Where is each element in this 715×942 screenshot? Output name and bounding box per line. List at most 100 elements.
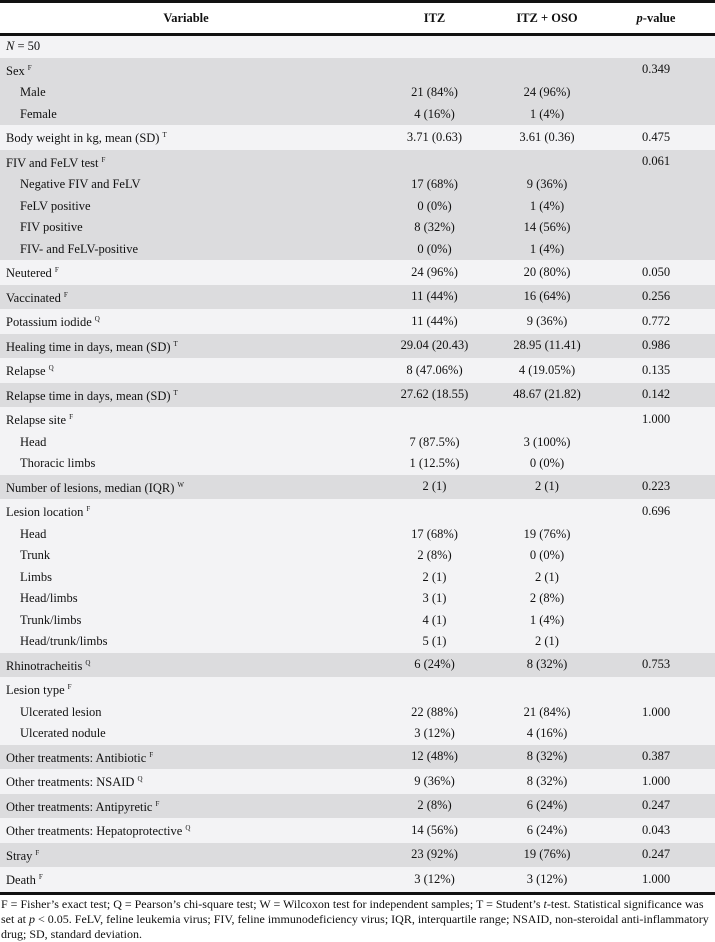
itz-cell: 24 (96%) — [411, 264, 458, 279]
test-superscript: F — [27, 63, 32, 72]
test-superscript: T — [173, 339, 178, 348]
variable-cell: Relapse site F — [0, 407, 372, 432]
p-value-cell — [597, 432, 715, 454]
p-value-cell — [597, 723, 715, 745]
table-row: Other treatments: Antibiotic F 12 (48%) 8 (… — [0, 744, 715, 770]
p-value-cell: 1.000 — [641, 411, 671, 426]
table-row: Limbs 2 (1) 2 (1) — [0, 566, 715, 589]
p-value-cell — [597, 174, 715, 196]
itz-oso-cell: 8 (32%) — [526, 773, 568, 788]
table-row: Head 17 (68%) 19 (76%) — [0, 523, 715, 546]
itz-oso-cell: 1 (4%) — [529, 612, 565, 627]
table-row: Female 4 (16%) 1 (4%) — [0, 103, 715, 126]
test-superscript: W — [177, 480, 184, 489]
itz-oso-cell: 3.61 (0.36) — [519, 129, 575, 144]
itz-cell: 3.71 (0.63) — [406, 129, 463, 144]
p-value-cell — [597, 82, 715, 104]
test-superscript: F — [38, 873, 43, 881]
itz-cell: 1 (12.5%) — [409, 456, 460, 470]
variable-label: Vaccinated — [6, 290, 61, 305]
p-value-cell — [597, 524, 715, 546]
itz-cell — [372, 677, 497, 702]
variable-cell: Relapse time in days, mean (SD) T — [0, 383, 372, 408]
itz-cell — [372, 150, 497, 175]
variable-cell: Other treatments: Antibiotic F — [0, 745, 372, 770]
variable-label: Trunk — [20, 548, 51, 562]
itz-cell: 0 (0%) — [417, 241, 452, 256]
itz-oso-cell: 2 (8%) — [529, 591, 565, 605]
itz-oso-cell: 28.95 (11.41) — [513, 338, 581, 352]
table-row: Male 21 (84%) 24 (96%) — [0, 82, 715, 104]
table-row: Negative FIV and FeLV 17 (68%) 9 (36%) — [0, 174, 715, 196]
itz-cell: 3 (12%) — [414, 726, 455, 740]
p-value-cell: 0.223 — [641, 479, 671, 493]
itz-oso-cell: 1 (4%) — [529, 241, 565, 256]
table-row: Lesion type F — [0, 677, 715, 702]
table-footnote: F = Fisher’s exact test; Q = Pearson’s c… — [0, 895, 715, 942]
itz-oso-cell: 1 (4%) — [529, 198, 565, 213]
itz-cell: 14 (56%) — [411, 822, 458, 837]
itz-cell: 2 (8%) — [417, 548, 452, 562]
variable-label: Negative FIV and FeLV — [20, 177, 141, 191]
variable-label: Head — [20, 526, 47, 541]
itz-cell: 2 (1) — [422, 569, 447, 584]
test-superscript: T — [162, 131, 167, 139]
table-row: Trunk 2 (8%) 0 (0%) — [0, 545, 715, 567]
variable-cell: Ulcerated lesion — [0, 702, 372, 724]
p-value-cell: 0.247 — [641, 798, 671, 812]
variable-label: Other treatments: Antipyretic — [6, 799, 153, 814]
test-superscript: F — [54, 266, 59, 274]
variable-cell: Sex F — [0, 58, 372, 83]
p-value-cell — [597, 567, 715, 589]
p-value-cell: 0.772 — [641, 313, 671, 328]
table-row: Sex F 0.349 — [0, 57, 715, 83]
variable-label: Healing time in days, mean (SD) — [6, 339, 171, 354]
itz-oso-cell: 0 (0%) — [529, 456, 565, 470]
variable-label: Female — [20, 106, 57, 121]
n-row: N = 50 — [0, 34, 715, 58]
variable-cell: Potassium iodide Q — [0, 309, 372, 334]
itz-cell: 2 (8%) — [417, 798, 452, 812]
itz-cell: 11 (44%) — [411, 313, 458, 328]
itz-cell: 4 (16%) — [414, 106, 455, 121]
table-row: Number of lesions, median (IQR) W 2 (1) 2 (… — [0, 474, 715, 500]
header-itz-oso: ITZ + OSO — [516, 10, 578, 25]
variable-cell: Male — [0, 82, 372, 104]
variable-label: Death — [6, 873, 36, 887]
variable-label: Other treatments: Antibiotic — [6, 750, 147, 765]
p-value-cell — [597, 631, 715, 653]
variable-cell: Vaccinated F — [0, 285, 372, 310]
variable-cell: FIV- and FeLV-positive — [0, 239, 372, 261]
p-value-cell: 0.043 — [641, 822, 671, 837]
variable-label: Other treatments: NSAID — [6, 775, 135, 789]
itz-oso-cell: 8 (32%) — [526, 749, 568, 763]
test-superscript: F — [35, 848, 40, 857]
table-row: Healing time in days, mean (SD) T 29.04 (2… — [0, 333, 715, 358]
variable-label: Potassium iodide — [6, 315, 92, 329]
variable-cell: Number of lesions, median (IQR) W — [0, 475, 372, 500]
table-row: Other treatments: Antipyretic F 2 (8%) 6 (2… — [0, 793, 715, 818]
n-italic: N — [6, 39, 15, 53]
variable-cell: FIV and FeLV test F — [0, 150, 372, 175]
itz-cell: 11 (44%) — [411, 289, 458, 303]
table-row: Relapse site F 1.000 — [0, 407, 715, 432]
test-superscript: Q — [94, 315, 100, 323]
itz-cell: 6 (24%) — [414, 657, 455, 671]
variable-cell: Female — [0, 104, 372, 126]
fn-a: F = Fisher’s exact test; Q = Pearson’s c… — [1, 896, 544, 911]
variable-label: Head — [20, 434, 47, 449]
p-value-cell: 0.986 — [641, 338, 671, 352]
results-table: Variable ITZ ITZ + OSO p-value N = 50 Se… — [0, 1, 715, 893]
table-row: Neutered F 24 (96%) 20 (80%) 0.050 — [0, 260, 715, 285]
itz-oso-cell: 24 (96%) — [523, 85, 571, 99]
itz-cell: 7 (87.5%) — [409, 434, 460, 449]
itz-oso-cell: 4 (19.05%) — [518, 362, 576, 377]
variable-cell: Death F — [0, 867, 372, 893]
p-value-cell: 1.000 — [641, 704, 671, 719]
variable-label: Stray — [6, 848, 33, 863]
itz-oso-cell: 2 (1) — [535, 479, 559, 493]
p-value-cell — [597, 239, 715, 261]
itz-oso-cell: 9 (36%) — [526, 177, 568, 191]
table-row: Other treatments: Hepatoprotective Q 14 (5… — [0, 818, 715, 843]
p-value-cell: 0.050 — [641, 264, 671, 279]
